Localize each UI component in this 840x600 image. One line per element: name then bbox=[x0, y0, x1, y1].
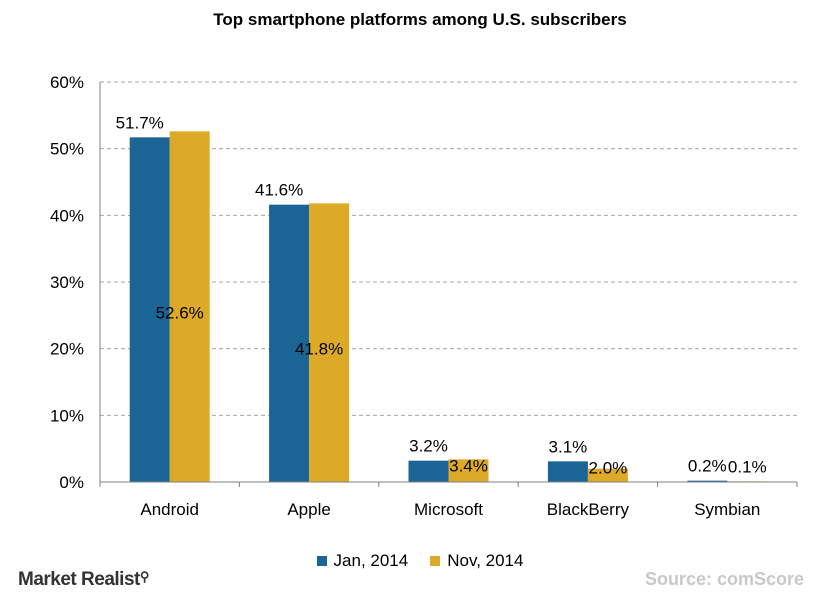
x-tick-label: BlackBerry bbox=[547, 500, 630, 519]
data-label: 0.1% bbox=[728, 457, 767, 476]
bar-android-jan bbox=[129, 137, 170, 483]
chart-legend: Jan, 2014 Nov, 2014 bbox=[0, 551, 840, 571]
data-label: 41.6% bbox=[255, 181, 303, 200]
y-tick-label: 30% bbox=[50, 273, 84, 292]
legend-swatch-jan-2014 bbox=[316, 556, 327, 566]
data-label: 3.2% bbox=[409, 437, 448, 456]
data-label: 3.1% bbox=[549, 437, 588, 456]
data-label: 0.2% bbox=[688, 457, 727, 476]
data-label: 52.6% bbox=[156, 304, 204, 323]
legend-label-jan-2014: Jan, 2014 bbox=[333, 551, 409, 570]
legend-swatch-nov-2014 bbox=[430, 556, 441, 566]
market-realist-logo: Market Realist⚲ bbox=[18, 569, 149, 591]
bar-microsoft-nov bbox=[448, 459, 489, 482]
y-tick-label: 40% bbox=[50, 206, 84, 225]
bar-blackberry-nov bbox=[587, 468, 628, 482]
bar-microsoft-jan bbox=[408, 460, 449, 482]
x-tick-label: Android bbox=[140, 500, 199, 519]
bar-symbian-jan bbox=[687, 480, 728, 482]
x-tick-label: Microsoft bbox=[414, 500, 483, 519]
legend-item-jan-2014: Jan, 2014 bbox=[316, 551, 409, 571]
legend-item-nov-2014: Nov, 2014 bbox=[430, 551, 523, 571]
y-tick-label: 20% bbox=[50, 340, 84, 359]
magnifier-icon: ⚲ bbox=[139, 569, 150, 584]
bar-android-nov bbox=[169, 131, 210, 483]
data-label: 2.0% bbox=[589, 459, 628, 478]
logo-text: Market Realist bbox=[18, 569, 140, 590]
data-label: 51.7% bbox=[116, 113, 164, 132]
legend-label-nov-2014: Nov, 2014 bbox=[447, 551, 524, 570]
y-tick-label: 50% bbox=[50, 140, 84, 159]
x-tick-label: Apple bbox=[287, 500, 330, 519]
y-tick-label: 60% bbox=[50, 73, 84, 92]
data-label: 41.8% bbox=[295, 340, 343, 359]
y-tick-label: 10% bbox=[50, 406, 84, 425]
bar-apple-nov bbox=[309, 203, 350, 483]
chart-title: Top smartphone platforms among U.S. subs… bbox=[213, 10, 627, 29]
bar-blackberry-jan bbox=[547, 461, 588, 482]
bar-apple-jan bbox=[269, 204, 310, 482]
x-tick-label: Symbian bbox=[694, 500, 760, 519]
y-tick-label: 0% bbox=[59, 473, 84, 492]
source-credit: Source: comScore bbox=[644, 569, 804, 589]
data-label: 3.4% bbox=[449, 456, 488, 475]
